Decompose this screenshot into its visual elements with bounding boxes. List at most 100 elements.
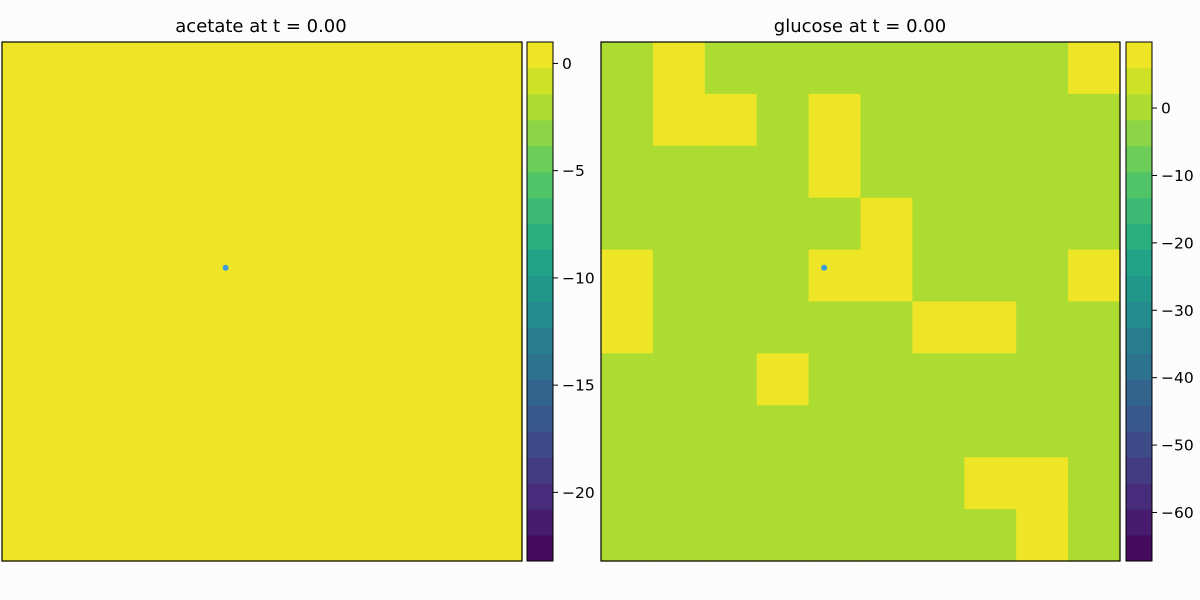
- acetate-cell: [158, 405, 211, 458]
- acetate-cell: [314, 301, 367, 354]
- glucose-cell: [704, 457, 758, 510]
- glucose-cell: [860, 457, 913, 510]
- acetate-cell: [54, 509, 107, 562]
- glucose-cell: [601, 301, 654, 354]
- glucose-cell: [964, 405, 1017, 458]
- acetate-colorbar-band: [527, 405, 553, 432]
- acetate-colorbar-band: [527, 93, 553, 121]
- acetate-cell: [106, 93, 159, 147]
- acetate-cell: [366, 42, 419, 95]
- glucose-cell: [964, 353, 1017, 406]
- acetate-cell: [418, 145, 471, 199]
- glucose-cell: [704, 301, 758, 354]
- acetate-cell: [210, 353, 263, 406]
- acetate-cell: [314, 457, 367, 510]
- glucose-cell: [1016, 353, 1069, 406]
- glucose-colorbar-band: [1126, 275, 1152, 302]
- acetate-cell: [314, 353, 367, 406]
- acetate-cell: [366, 509, 419, 562]
- glucose-cell: [704, 353, 758, 406]
- acetate-colorbar-tick-label: 0: [562, 55, 572, 73]
- glucose-cell: [1068, 42, 1121, 95]
- acetate-cell: [106, 249, 159, 303]
- glucose-cell: [601, 249, 654, 303]
- acetate-cell: [210, 249, 263, 303]
- glucose-cell: [1016, 249, 1069, 303]
- acetate-cell: [262, 457, 315, 510]
- glucose-cell: [1016, 301, 1069, 354]
- glucose-colorbar-band: [1126, 171, 1152, 199]
- glucose-colorbar-ticks: 0 −10 −20 −30 −40 −50 −60: [1152, 100, 1194, 522]
- acetate-colorbar-ticks: 0 −5 −10 −15 −20: [553, 55, 595, 502]
- glucose-cell: [652, 405, 706, 458]
- glucose-cell: [1068, 93, 1121, 147]
- acetate-cell: [262, 145, 315, 199]
- acetate-cell: [54, 249, 107, 303]
- glucose-cell: [912, 145, 965, 199]
- glucose-cell: [704, 197, 758, 251]
- acetate-cell: [158, 301, 211, 354]
- glucose-colorbar-band: [1126, 93, 1152, 121]
- acetate-heatmap: [2, 42, 523, 562]
- acetate-cell: [262, 301, 315, 354]
- glucose-cell: [756, 353, 810, 406]
- acetate-cell: [2, 509, 55, 562]
- acetate-cell: [418, 405, 471, 458]
- glucose-cell: [1068, 197, 1121, 251]
- acetate-cell: [54, 405, 107, 458]
- acetate-colorbar-band: [527, 171, 553, 199]
- acetate-cell: [470, 197, 523, 251]
- acetate-cell: [470, 42, 523, 95]
- acetate-cell: [158, 197, 211, 251]
- glucose-cell: [964, 42, 1017, 95]
- acetate-cell: [210, 145, 263, 199]
- acetate-cell: [366, 301, 419, 354]
- acetate-cell: [106, 509, 159, 562]
- acetate-marker: [222, 264, 229, 271]
- glucose-colorbar-band: [1126, 431, 1152, 458]
- acetate-cell: [314, 197, 367, 251]
- glucose-colorbar-band: [1126, 197, 1152, 225]
- glucose-cell: [860, 353, 913, 406]
- glucose-cell: [1068, 509, 1121, 562]
- acetate-cell: [262, 509, 315, 562]
- glucose-cell: [756, 405, 810, 458]
- glucose-cell: [756, 145, 810, 199]
- glucose-cell: [652, 93, 706, 147]
- glucose-colorbar-band: [1126, 353, 1152, 380]
- glucose-cell: [912, 197, 965, 251]
- glucose-cell: [756, 197, 810, 251]
- glucose-colorbar-band: [1126, 483, 1152, 510]
- glucose-cell: [808, 42, 862, 95]
- acetate-colorbar-band: [527, 379, 553, 406]
- acetate-cell: [2, 457, 55, 510]
- acetate-cell: [2, 301, 55, 354]
- glucose-cell: [652, 42, 706, 95]
- acetate-cell: [210, 457, 263, 510]
- glucose-cell: [912, 301, 965, 354]
- glucose-cell: [808, 353, 862, 406]
- acetate-cell: [314, 93, 367, 147]
- glucose-colorbar-band: [1126, 249, 1152, 277]
- acetate-cell: [210, 301, 263, 354]
- acetate-cell: [158, 457, 211, 510]
- acetate-panel: acetate at t = 0.00 0 −5 −10 −15 −20: [1, 16, 595, 562]
- glucose-cell: [756, 93, 810, 147]
- acetate-colorbar-tick-label: −15: [562, 377, 595, 395]
- acetate-axes-frame: [1, 41, 523, 562]
- glucose-cell: [1068, 457, 1121, 510]
- acetate-colorbar: [527, 42, 553, 562]
- glucose-cell: [601, 405, 654, 458]
- acetate-cell: [2, 197, 55, 251]
- glucose-colorbar-band: [1126, 457, 1152, 484]
- acetate-cell: [418, 353, 471, 406]
- acetate-cell: [54, 197, 107, 251]
- acetate-cell: [158, 145, 211, 199]
- glucose-cell: [652, 457, 706, 510]
- glucose-cell: [1068, 405, 1121, 458]
- glucose-colorbar-band: [1126, 42, 1152, 69]
- glucose-colorbar-tick-label: −20: [1161, 234, 1194, 252]
- glucose-cell: [1016, 42, 1069, 95]
- glucose-cell: [704, 249, 758, 303]
- acetate-colorbar-band: [527, 509, 553, 536]
